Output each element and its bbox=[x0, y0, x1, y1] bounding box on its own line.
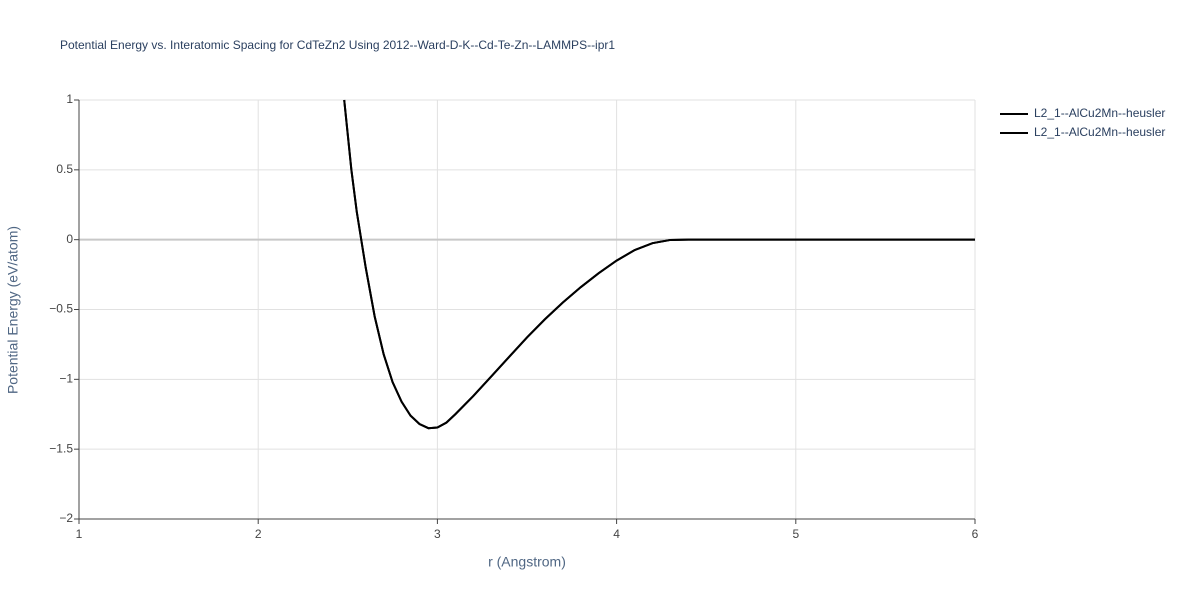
y-tick-label: −1.5 bbox=[49, 441, 73, 455]
x-tick-label: 2 bbox=[255, 527, 262, 541]
y-tick-label: 0 bbox=[66, 232, 73, 246]
x-tick-label: 3 bbox=[434, 527, 441, 541]
y-tick-label: −0.5 bbox=[49, 302, 73, 316]
legend-label: L2_1--AlCu2Mn--heusler bbox=[1034, 106, 1165, 120]
y-tick-label: −2 bbox=[59, 511, 73, 525]
plot-area bbox=[343, 99, 975, 430]
x-tick-label: 5 bbox=[792, 527, 799, 541]
y-tick-label: 1 bbox=[66, 92, 73, 106]
series-line bbox=[343, 99, 975, 430]
y-tick-label: 0.5 bbox=[56, 162, 73, 176]
x-axis-title: r (Angstrom) bbox=[488, 554, 566, 570]
x-tick-label: 6 bbox=[972, 527, 979, 541]
y-axis-title: Potential Energy (eV/atom) bbox=[5, 226, 21, 394]
chart-title: Potential Energy vs. Interatomic Spacing… bbox=[60, 38, 615, 52]
x-tick-label: 4 bbox=[613, 527, 620, 541]
legend-label: L2_1--AlCu2Mn--heusler bbox=[1034, 125, 1165, 139]
y-tick-label: −1 bbox=[59, 372, 73, 386]
x-tick-label: 1 bbox=[76, 527, 83, 541]
